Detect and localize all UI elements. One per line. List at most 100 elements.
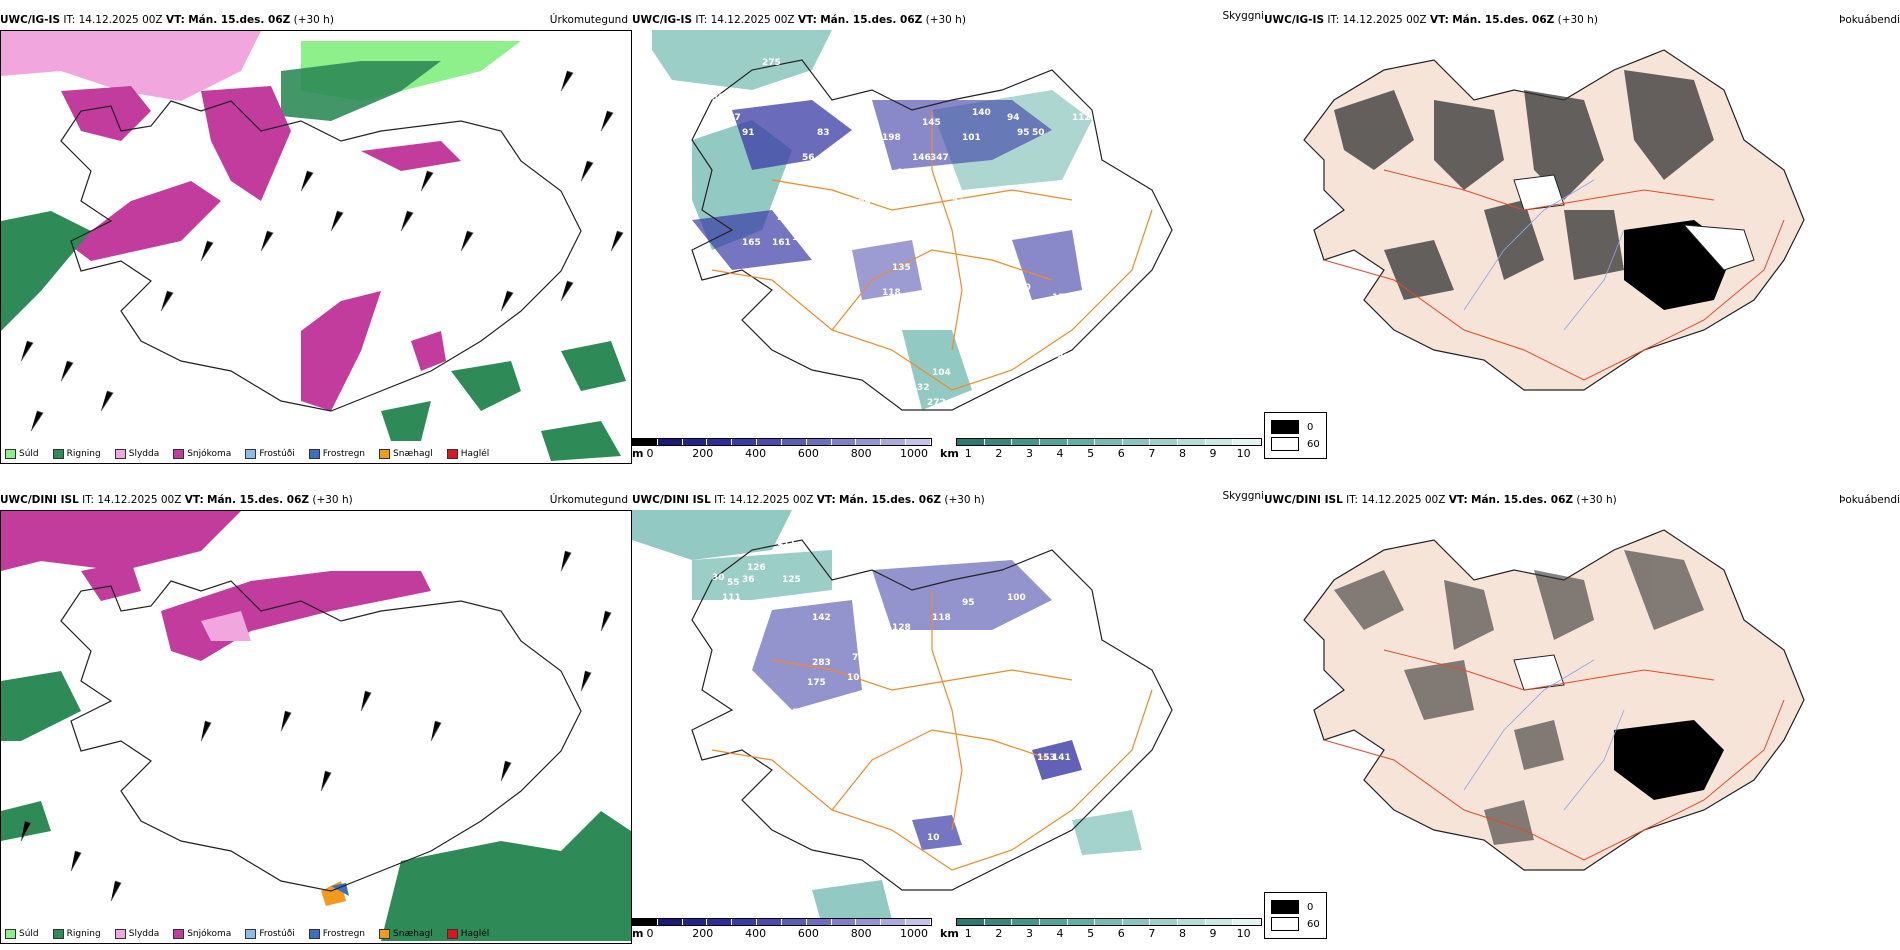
- scale-tick-label: 200: [692, 927, 714, 940]
- panel-field-name: Skyggni: [1222, 10, 1265, 22]
- snjokoma-area-1: [61, 86, 151, 141]
- svg-text:88: 88: [782, 93, 795, 103]
- svg-text:213: 213: [777, 213, 796, 223]
- visibility-map[interactable]: 275 304 98 88 187 91 83 56 90 95 213 174…: [632, 30, 1264, 450]
- scale-tick-label: 0: [646, 927, 654, 940]
- svg-text:38: 38: [752, 343, 765, 353]
- svg-text:40: 40: [732, 333, 745, 343]
- scale-cell: [1122, 439, 1151, 445]
- km-unit: km: [940, 927, 959, 940]
- svg-text:118: 118: [932, 613, 951, 623]
- svg-text:92: 92: [817, 713, 830, 723]
- scale-cell: [957, 439, 985, 445]
- elev-unit: m: [632, 927, 644, 940]
- scale-cell: [1039, 439, 1068, 445]
- scale-cell: [1039, 919, 1068, 925]
- panel-title: UWC/IG-IS IT: 14.12.2025 00Z VT: Mán. 15…: [1264, 14, 1598, 26]
- model-name: UWC/IG-IS: [1264, 14, 1325, 26]
- valid-time: Mán. 15.des. 06Z: [1471, 494, 1574, 506]
- visibility-scale: 1 2 3 4 5 6 7 8 9 10: [956, 438, 1262, 460]
- svg-text:101: 101: [962, 133, 981, 143]
- svg-text:112: 112: [1072, 113, 1091, 123]
- legend-item-rigning: Rigning: [52, 929, 101, 939]
- lead-time: (+30 h): [1557, 14, 1598, 26]
- legend-item-frostregn: Frostregn: [308, 449, 365, 459]
- svg-text:121: 121: [662, 248, 681, 258]
- scale-tick-label: 1000: [900, 447, 928, 460]
- scale-tick-label: 7: [1148, 927, 1156, 940]
- svg-text:98: 98: [747, 95, 760, 105]
- precip-map[interactable]: Súld Rigning Slydda Snjókoma Frostúði Fr…: [0, 510, 632, 944]
- visibility-map-svg: 275 304 98 88 187 91 83 56 90 95 213 174…: [652, 30, 1173, 411]
- scale-cell: [1150, 919, 1179, 925]
- scale-cell: [1122, 919, 1151, 925]
- scale-cell: [657, 439, 683, 445]
- panel-title: UWC/IG-IS IT: 14.12.2025 00Z VT: Mán. 15…: [0, 14, 334, 26]
- panel-field-name: Úrkomutegund: [549, 14, 628, 26]
- scale-tick-label: 5: [1087, 927, 1095, 940]
- scale-tick-label: 3: [1025, 447, 1033, 460]
- svg-text:175: 175: [807, 678, 826, 688]
- scale-cell: [757, 439, 782, 445]
- init-time: 14.12.2025 00Z: [97, 494, 182, 506]
- svg-text:111: 111: [817, 728, 836, 738]
- precip-map-svg: [1, 511, 631, 941]
- visibility-panel-bottom: UWC/DINI ISL IT: 14.12.2025 00Z VT: Mán.…: [632, 490, 1264, 944]
- scale-cell: [1095, 919, 1123, 925]
- precip-legend: Súld Rigning Slydda Snjókoma Frostúði Fr…: [5, 929, 499, 939]
- svg-text:362: 362: [952, 198, 971, 208]
- wind-barbs: [20, 550, 612, 902]
- svg-text:30: 30: [712, 573, 725, 583]
- elev-labels: 275 304 98 88 187 91 83 56 90 95 213 174…: [662, 58, 1110, 408]
- svg-text:145: 145: [922, 118, 941, 128]
- legend-item-frostregn: Frostregn: [308, 929, 365, 939]
- scale-tick-label: 10: [1236, 447, 1251, 460]
- scale-cell: [633, 919, 658, 925]
- model-name: UWC/DINI ISL: [632, 494, 711, 506]
- km-unit: km: [940, 447, 959, 460]
- visibility-map[interactable]: 111 126 125 30 111 142 76 283 175 128 11…: [632, 510, 1264, 930]
- legend-item-snjokoma: Snjókoma: [173, 449, 231, 459]
- fog-map[interactable]: [1264, 510, 1900, 930]
- snjokoma-area-5: [411, 331, 446, 371]
- snjokoma-area-4: [301, 291, 381, 411]
- scale-tick-label: 2: [995, 927, 1003, 940]
- fog-map[interactable]: [1264, 30, 1900, 450]
- svg-text:22: 22: [797, 268, 810, 278]
- scale-tick-label: 800: [850, 447, 872, 460]
- svg-text:13: 13: [832, 713, 845, 723]
- rigning-area-se: [451, 361, 521, 411]
- scale-cell: [732, 439, 758, 445]
- legend-item-frostudi: Frostúði: [245, 929, 295, 939]
- legend-item-slydda: Slydda: [114, 929, 159, 939]
- fog-areas: [1334, 550, 1704, 845]
- scale-tick-label: 0: [646, 447, 654, 460]
- precip-map[interactable]: Súld Rigning Slydda Snjókoma Frostúði Fr…: [0, 30, 632, 464]
- svg-text:50: 50: [1032, 128, 1045, 138]
- scale-cell: [984, 439, 1013, 445]
- scale-cell: [1067, 439, 1096, 445]
- fog-road-network: [1323, 169, 1785, 381]
- scale-tick-label: 600: [797, 927, 819, 940]
- fog-map-svg: [1303, 49, 1805, 391]
- svg-text:90: 90: [1097, 123, 1110, 133]
- svg-text:125: 125: [782, 575, 801, 585]
- fog-legend: 0 60: [1264, 892, 1327, 939]
- rigning-area-n: [281, 61, 441, 121]
- scale-cell: [1233, 439, 1262, 445]
- scale-tick-label: 9: [1209, 927, 1217, 940]
- wind-barbs: [20, 70, 624, 432]
- lead-time: (+30 h): [925, 14, 966, 26]
- scale-tick-label: 6: [1117, 927, 1125, 940]
- svg-text:110: 110: [1012, 283, 1031, 293]
- fog-road-network: [1323, 649, 1785, 861]
- svg-text:165: 165: [742, 238, 761, 248]
- svg-text:272: 272: [927, 398, 946, 408]
- snjokoma-area-2: [201, 86, 291, 201]
- precip-legend: Súld Rigning Slydda Snjókoma Frostúði Fr…: [5, 449, 499, 459]
- svg-text:95: 95: [962, 598, 975, 608]
- rigning-area-se2: [541, 421, 621, 461]
- scale-tick-label: 1: [964, 927, 972, 940]
- scale-cell: [984, 919, 1013, 925]
- scale-tick-label: 800: [850, 927, 872, 940]
